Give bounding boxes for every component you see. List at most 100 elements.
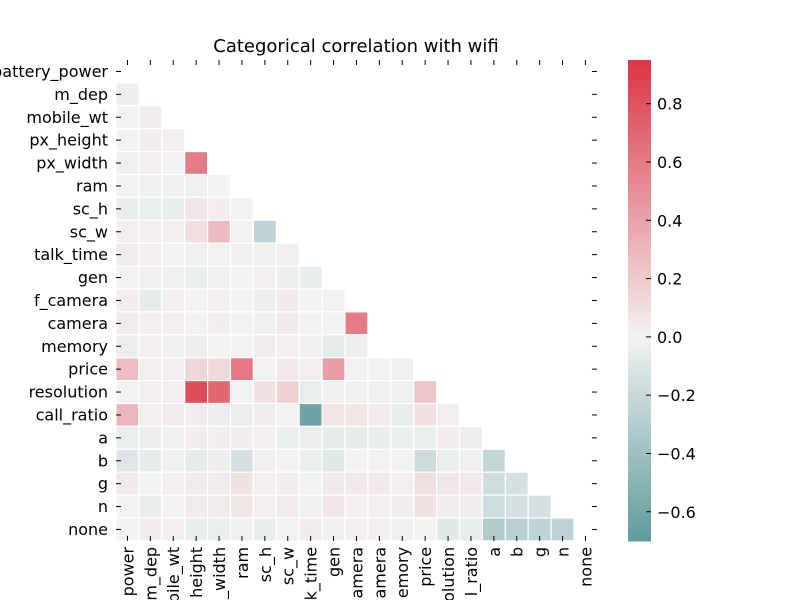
heatmap-cell xyxy=(252,334,277,359)
heatmap-cell xyxy=(138,173,163,198)
heatmap-cell xyxy=(229,402,254,427)
col-label: g xyxy=(531,547,550,557)
heatmap-cell xyxy=(275,288,300,313)
colorbar-segment xyxy=(628,140,651,145)
heatmap-cell xyxy=(252,380,277,405)
heatmap-cell xyxy=(481,471,506,496)
heatmap-cell xyxy=(458,448,483,473)
heatmap-cell xyxy=(298,402,323,427)
heatmap-cell xyxy=(161,196,186,221)
heatmap-cell xyxy=(298,380,323,405)
heatmap-cell xyxy=(413,448,438,473)
heatmap-cell xyxy=(184,357,209,382)
heatmap-cell xyxy=(390,494,415,519)
heatmap-cell xyxy=(321,425,346,450)
colorbar-segment xyxy=(628,268,651,273)
colorbar-segment xyxy=(628,196,651,201)
heatmap-cell xyxy=(275,494,300,519)
colorbar-segment xyxy=(628,536,651,542)
heatmap-cell xyxy=(298,448,323,473)
col-label: _width xyxy=(210,547,230,600)
colorbar-segment xyxy=(628,384,651,390)
heatmap-cell xyxy=(161,219,186,244)
colorbar-segment xyxy=(628,204,651,209)
heatmap-cell xyxy=(275,402,300,427)
heatmap-cell xyxy=(252,219,277,244)
colorbar-segment xyxy=(628,516,651,522)
colorbar-segment xyxy=(628,428,651,434)
heatmap-cell xyxy=(458,471,483,496)
heatmap-cell xyxy=(229,471,254,496)
col-label: amera xyxy=(370,547,389,599)
colorbar-segment xyxy=(628,460,651,466)
col-label: l_ratio xyxy=(462,547,482,596)
heatmap-cell xyxy=(413,380,438,405)
heatmap-cell xyxy=(252,357,277,382)
heatmap-cell xyxy=(344,380,369,405)
colorbar-segment xyxy=(628,468,651,474)
colorbar-segment xyxy=(628,336,651,342)
col-label: sc_h xyxy=(256,547,276,582)
colorbar-segment xyxy=(628,372,651,378)
colorbar-segment xyxy=(628,200,651,205)
row-label: ram xyxy=(76,176,108,195)
heatmap-cell xyxy=(298,494,323,519)
colorbar-segment xyxy=(628,88,651,93)
chart-title: Categorical correlation with wifi xyxy=(213,36,499,57)
heatmap-cell xyxy=(207,288,232,313)
heatmap-cell xyxy=(184,173,209,198)
heatmap-cell xyxy=(161,311,186,336)
colorbar-segment xyxy=(628,532,651,538)
col-label: price xyxy=(416,547,435,587)
heatmap-cell xyxy=(207,196,232,221)
colorbar-segment xyxy=(628,492,651,498)
heatmap-cell xyxy=(161,471,186,496)
heatmap-cell xyxy=(138,471,163,496)
heatmap-cell xyxy=(184,311,209,336)
colorbar-segment xyxy=(628,352,651,358)
heatmap-cell xyxy=(184,151,209,176)
heatmap-cell xyxy=(207,357,232,382)
colorbar-segment xyxy=(628,360,651,366)
colorbar-segment xyxy=(628,488,651,494)
heatmap-cell xyxy=(344,494,369,519)
colorbar-segment xyxy=(628,324,651,330)
col-label: m_dep xyxy=(141,547,161,600)
colorbar-segment xyxy=(628,120,651,125)
heatmap-cell xyxy=(275,357,300,382)
col-label: amera xyxy=(347,547,366,599)
heatmap-cell xyxy=(229,334,254,359)
heatmap-cell xyxy=(207,265,232,290)
colorbar-tick-label: −0.2 xyxy=(657,386,696,405)
heatmap-cell xyxy=(229,196,254,221)
colorbar-segment xyxy=(628,156,651,161)
colorbar-segment xyxy=(628,416,651,422)
colorbar-segment xyxy=(628,440,651,446)
colorbar-segment xyxy=(628,444,651,450)
colorbar-segment xyxy=(628,264,651,269)
heatmap-cell xyxy=(413,402,438,427)
heatmap-cell xyxy=(252,288,277,313)
colorbar-segment xyxy=(628,132,651,137)
colorbar-segment xyxy=(628,436,651,442)
colorbar-segment xyxy=(628,432,651,438)
heatmap-cell xyxy=(138,265,163,290)
row-label: talk_time xyxy=(34,245,108,265)
heatmap-cell xyxy=(321,494,346,519)
colorbar-segment xyxy=(628,288,651,294)
colorbar-segment xyxy=(628,316,651,322)
heatmap-cell xyxy=(229,288,254,313)
col-label: sc_w xyxy=(279,547,299,585)
heatmap-cell xyxy=(229,311,254,336)
colorbar-segment xyxy=(628,172,651,177)
colorbar-segment xyxy=(628,512,651,518)
row-label: sc_w xyxy=(70,222,108,242)
heatmap-cell xyxy=(252,494,277,519)
heatmap-cell xyxy=(229,357,254,382)
heatmap-cell xyxy=(138,219,163,244)
row-label: m_dep xyxy=(54,85,108,105)
heatmap-cell xyxy=(344,448,369,473)
heatmap-cell xyxy=(367,402,392,427)
heatmap-cell xyxy=(138,380,163,405)
col-label: n xyxy=(554,547,573,557)
